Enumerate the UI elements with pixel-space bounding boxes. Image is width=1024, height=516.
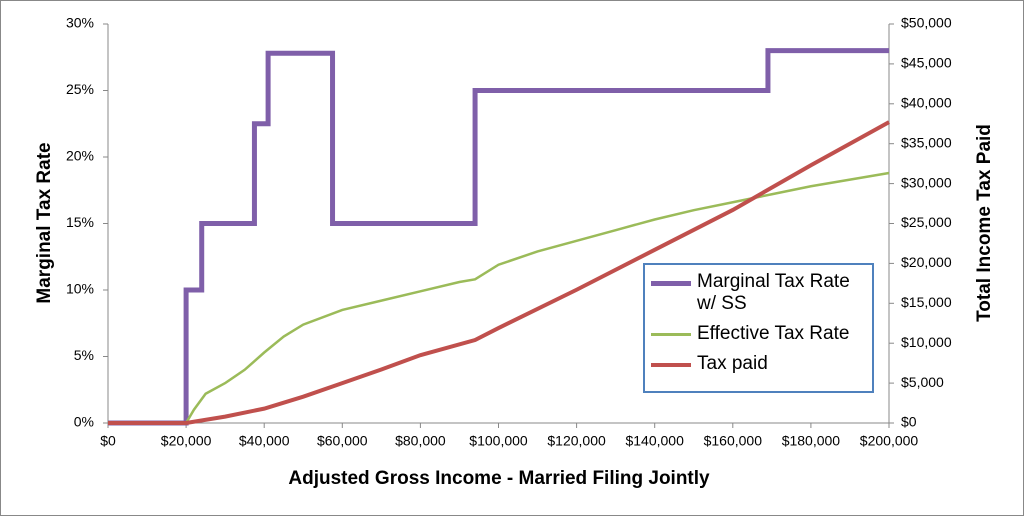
y2-tick-label: $15,000 bbox=[901, 294, 952, 310]
x-tick-label: $200,000 bbox=[860, 433, 919, 449]
legend: Marginal Tax Rate w/ SS Effective Tax Rat… bbox=[643, 263, 874, 393]
x-tick-label: $20,000 bbox=[161, 433, 212, 449]
x-axis-title: Adjusted Gross Income - Married Filing J… bbox=[288, 468, 710, 489]
y-tick-label: 0% bbox=[74, 414, 94, 430]
y2-tick-label: $40,000 bbox=[901, 95, 952, 111]
y2-tick-label: $25,000 bbox=[901, 214, 952, 230]
legend-label: Marginal Tax Rate w/ SS bbox=[697, 271, 850, 314]
x-tick-label: $40,000 bbox=[239, 433, 290, 449]
x-tick-label: $80,000 bbox=[395, 433, 446, 449]
y2-axis-title: Total Income Tax Paid bbox=[974, 124, 995, 322]
x-tick-label: $180,000 bbox=[782, 433, 841, 449]
y2-tick-label: $0 bbox=[901, 414, 917, 430]
y2-tick-label: $50,000 bbox=[901, 15, 952, 31]
x-tick-label: $160,000 bbox=[704, 433, 763, 449]
legend-swatch bbox=[651, 281, 691, 286]
y2-tick-label: $20,000 bbox=[901, 254, 952, 270]
x-tick-label: $140,000 bbox=[625, 433, 684, 449]
legend-swatch bbox=[651, 363, 691, 367]
series-line bbox=[108, 120, 890, 425]
y-tick-label: 15% bbox=[66, 214, 94, 230]
series-line bbox=[108, 171, 890, 425]
y2-tick-label: $45,000 bbox=[901, 55, 952, 71]
y-tick-label: 25% bbox=[66, 81, 94, 97]
y2-tick-label: $10,000 bbox=[901, 334, 952, 350]
legend-label: Effective Tax Rate bbox=[697, 323, 850, 344]
legend-label: Tax paid bbox=[697, 353, 768, 374]
y-axis-title: Marginal Tax Rate bbox=[34, 142, 55, 303]
y2-tick-label: $5,000 bbox=[901, 374, 944, 390]
y-tick-label: 20% bbox=[66, 148, 94, 164]
legend-swatch bbox=[651, 333, 691, 336]
y-tick-label: 10% bbox=[66, 281, 94, 297]
x-tick-label: $0 bbox=[100, 433, 116, 449]
legend-entry: Tax paid bbox=[645, 353, 872, 375]
x-tick-label: $60,000 bbox=[317, 433, 368, 449]
y2-tick-label: $30,000 bbox=[901, 174, 952, 190]
x-tick-label: $120,000 bbox=[547, 433, 606, 449]
legend-entry: Marginal Tax Rate w/ SS bbox=[645, 271, 872, 315]
y-tick-label: 30% bbox=[66, 15, 94, 31]
series-line bbox=[108, 48, 889, 426]
y-tick-label: 5% bbox=[74, 347, 94, 363]
legend-entry: Effective Tax Rate bbox=[645, 323, 872, 345]
x-tick-label: $100,000 bbox=[469, 433, 528, 449]
y2-tick-label: $35,000 bbox=[901, 134, 952, 150]
